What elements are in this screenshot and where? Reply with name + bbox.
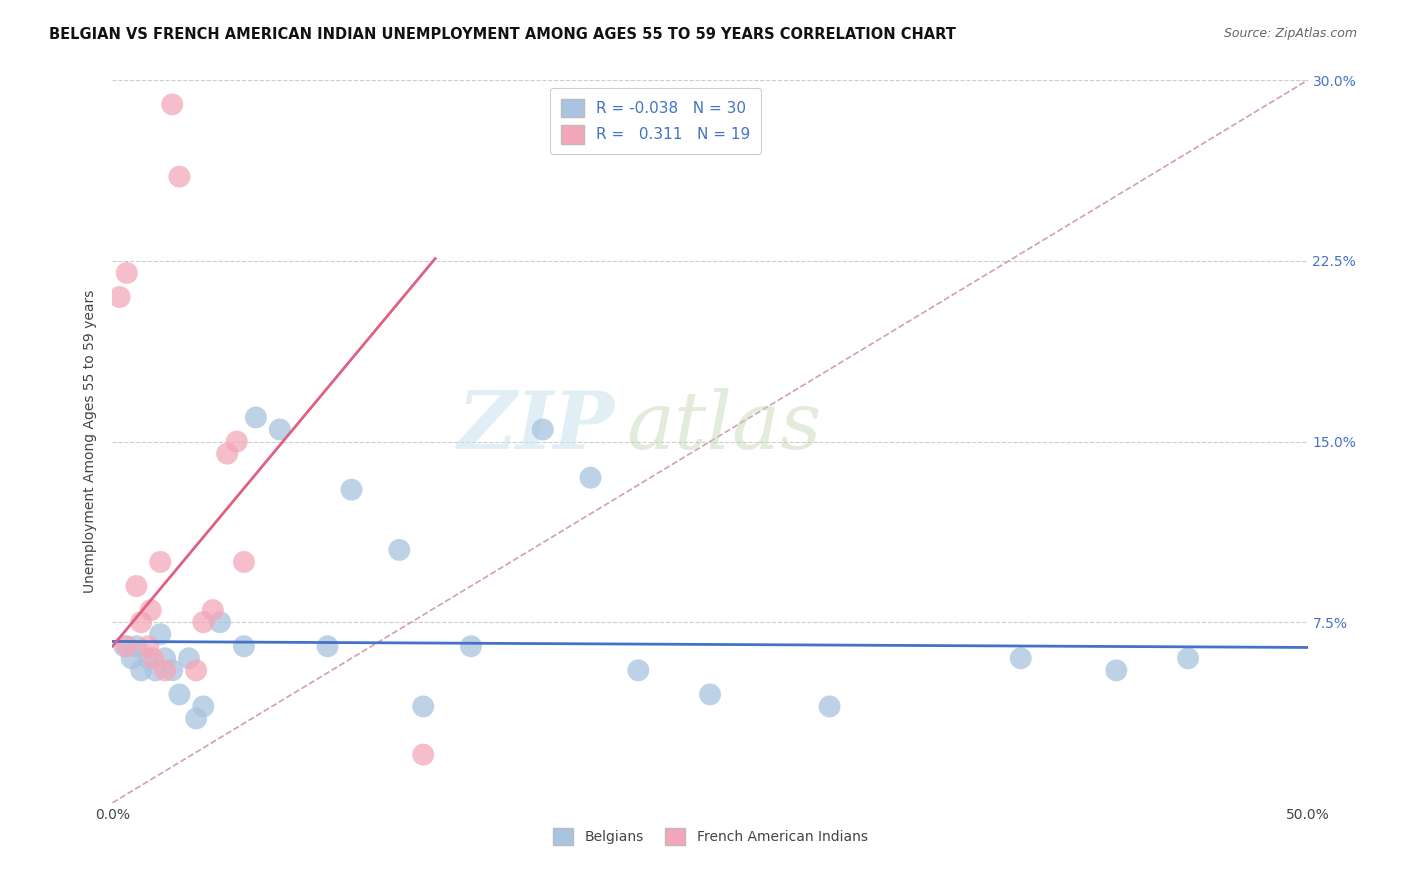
Point — [129, 664, 152, 678]
Point — [193, 699, 215, 714]
Point — [627, 664, 650, 678]
Point — [209, 615, 232, 630]
Point — [225, 434, 247, 449]
Point — [149, 555, 172, 569]
Point — [138, 639, 160, 653]
Point — [169, 169, 191, 184]
Point — [145, 664, 167, 678]
Point — [1105, 664, 1128, 678]
Point — [142, 651, 165, 665]
Point — [129, 615, 152, 630]
Point — [121, 651, 143, 665]
Point — [193, 615, 215, 630]
Point — [186, 712, 208, 726]
Point — [114, 639, 135, 653]
Point — [153, 651, 176, 665]
Point — [245, 410, 267, 425]
Point — [201, 603, 224, 617]
Text: atlas: atlas — [627, 388, 821, 466]
Y-axis label: Unemployment Among Ages 55 to 59 years: Unemployment Among Ages 55 to 59 years — [83, 290, 97, 593]
Point — [531, 422, 554, 436]
Point — [139, 603, 162, 617]
Point — [186, 664, 208, 678]
Point — [233, 555, 256, 569]
Point — [115, 639, 138, 653]
Point — [125, 639, 148, 653]
Point — [162, 664, 183, 678]
Point — [169, 687, 191, 701]
Text: BELGIAN VS FRENCH AMERICAN INDIAN UNEMPLOYMENT AMONG AGES 55 TO 59 YEARS CORRELA: BELGIAN VS FRENCH AMERICAN INDIAN UNEMPL… — [49, 27, 956, 42]
Point — [217, 446, 239, 460]
Point — [412, 747, 434, 762]
Point — [818, 699, 841, 714]
Point — [388, 542, 411, 557]
Point — [233, 639, 256, 653]
Text: Source: ZipAtlas.com: Source: ZipAtlas.com — [1223, 27, 1357, 40]
Text: ZIP: ZIP — [457, 388, 614, 466]
Point — [115, 266, 138, 280]
Point — [177, 651, 200, 665]
Point — [269, 422, 291, 436]
Point — [460, 639, 482, 653]
Point — [1010, 651, 1032, 665]
Point — [153, 664, 176, 678]
Point — [125, 579, 148, 593]
Point — [1177, 651, 1199, 665]
Point — [412, 699, 434, 714]
Point — [138, 651, 160, 665]
Point — [340, 483, 363, 497]
Legend: Belgians, French American Indians: Belgians, French American Indians — [544, 820, 876, 854]
Point — [108, 290, 131, 304]
Point — [149, 627, 172, 641]
Point — [579, 470, 602, 484]
Point — [162, 97, 183, 112]
Point — [316, 639, 339, 653]
Point — [699, 687, 721, 701]
